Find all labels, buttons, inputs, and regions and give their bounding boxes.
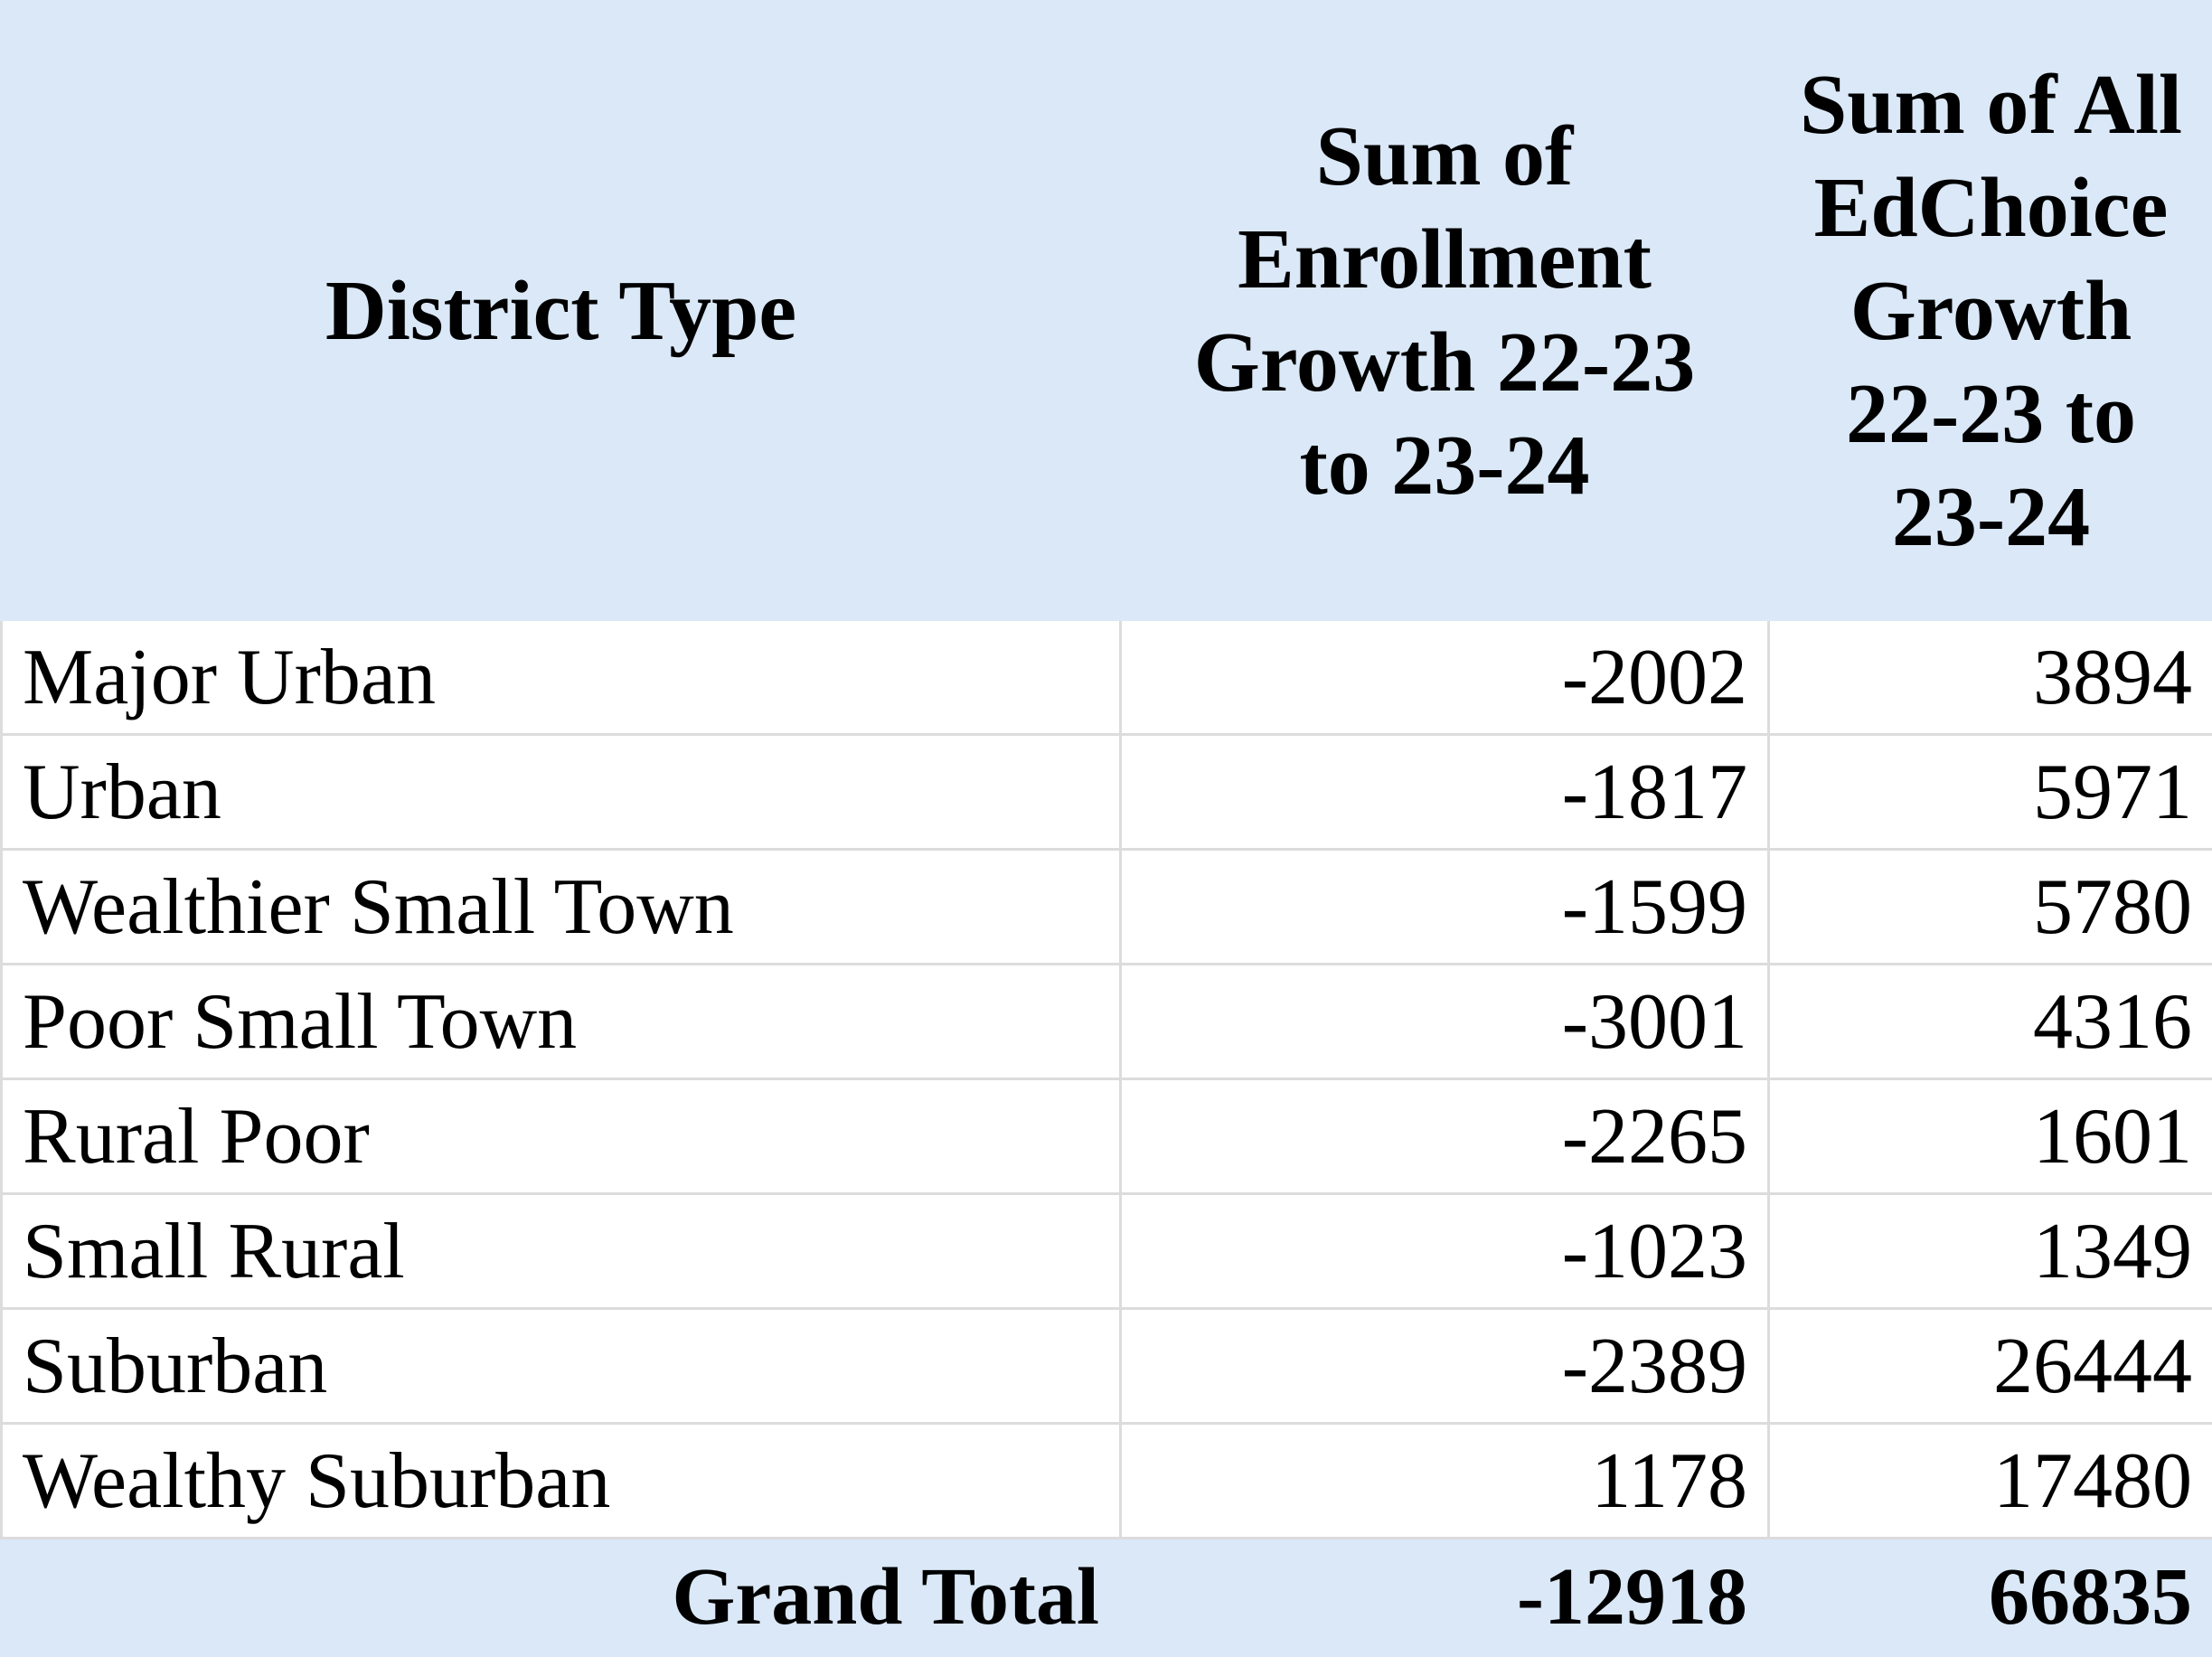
value-cell: 26444: [1769, 1309, 2212, 1424]
value-cell: -2002: [1121, 620, 1769, 735]
total-label: Grand Total: [2, 1539, 1121, 1656]
header-cell: Sum of All EdChoice Growth 22-23 to 23-2…: [1769, 2, 2212, 620]
value-cell: 17480: [1769, 1424, 2212, 1539]
value-cell: -1023: [1121, 1194, 1769, 1309]
value-cell: 3894: [1769, 620, 2212, 735]
row-label: Major Urban: [2, 620, 1121, 735]
value-cell: -1817: [1121, 735, 1769, 850]
value-cell: 4316: [1769, 965, 2212, 1079]
value-cell: 5971: [1769, 735, 2212, 850]
row-label: Rural Poor: [2, 1079, 1121, 1194]
row-label: Wealthy Suburban: [2, 1424, 1121, 1539]
table-footer: Grand Total -12918 66835: [2, 1539, 2212, 1656]
value-cell: -3001: [1121, 965, 1769, 1079]
row-label: Wealthier Small Town: [2, 850, 1121, 965]
row-label: Suburban: [2, 1309, 1121, 1424]
total-row: Grand Total -12918 66835: [2, 1539, 2212, 1656]
header-cell: Sum of Enrollment Growth 22-23 to 23-24: [1121, 2, 1769, 620]
row-label: Urban: [2, 735, 1121, 850]
value-cell: -1599: [1121, 850, 1769, 965]
total-cell: 66835: [1769, 1539, 2212, 1656]
table-header: District Type Sum of Enrollment Growth 2…: [2, 2, 2212, 620]
row-label: Poor Small Town: [2, 965, 1121, 1079]
value-cell: 1601: [1769, 1079, 2212, 1194]
row-label: Small Rural: [2, 1194, 1121, 1309]
value-cell: 5780: [1769, 850, 2212, 965]
value-cell: 1178: [1121, 1424, 1769, 1539]
value-cell: -2389: [1121, 1309, 1769, 1424]
header-cell: District Type: [2, 2, 1121, 620]
value-cell: -2265: [1121, 1079, 1769, 1194]
total-cell: -12918: [1121, 1539, 1769, 1656]
header-row: District Type Sum of Enrollment Growth 2…: [2, 2, 2212, 620]
value-cell: 1349: [1769, 1194, 2212, 1309]
